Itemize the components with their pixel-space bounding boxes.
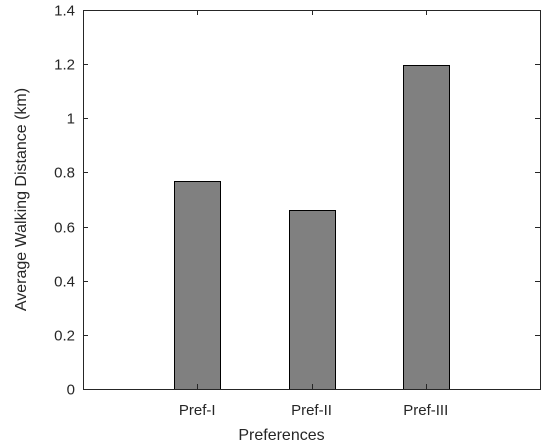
bars-group — [174, 65, 450, 390]
y-tick-label: 0.4 — [54, 274, 75, 291]
x-tick-label: Pref-II — [291, 402, 332, 419]
y-tick-label: 1.2 — [54, 57, 75, 74]
y-tick-label: 0.2 — [54, 328, 75, 345]
bar-pref-i — [174, 181, 221, 390]
bar-pref-iii — [403, 65, 450, 390]
x-axis-label: Preferences — [238, 427, 324, 444]
y-tick-label: 0.6 — [54, 220, 75, 237]
y-axis-label: Average Walking Distance (km) — [13, 88, 30, 311]
y-tick-label: 1.4 — [54, 3, 75, 20]
bar-pref-ii — [289, 210, 336, 390]
x-tick-label: Pref-I — [179, 402, 216, 419]
y-tick-label: 0.8 — [54, 165, 75, 182]
y-tick-label: 1 — [67, 111, 75, 128]
x-tick-label: Pref-III — [403, 402, 448, 419]
x-axis: Pref-I Pref-II Pref-III — [179, 10, 448, 419]
y-tick-label: 0 — [67, 382, 75, 399]
plot-area-border — [83, 10, 541, 390]
